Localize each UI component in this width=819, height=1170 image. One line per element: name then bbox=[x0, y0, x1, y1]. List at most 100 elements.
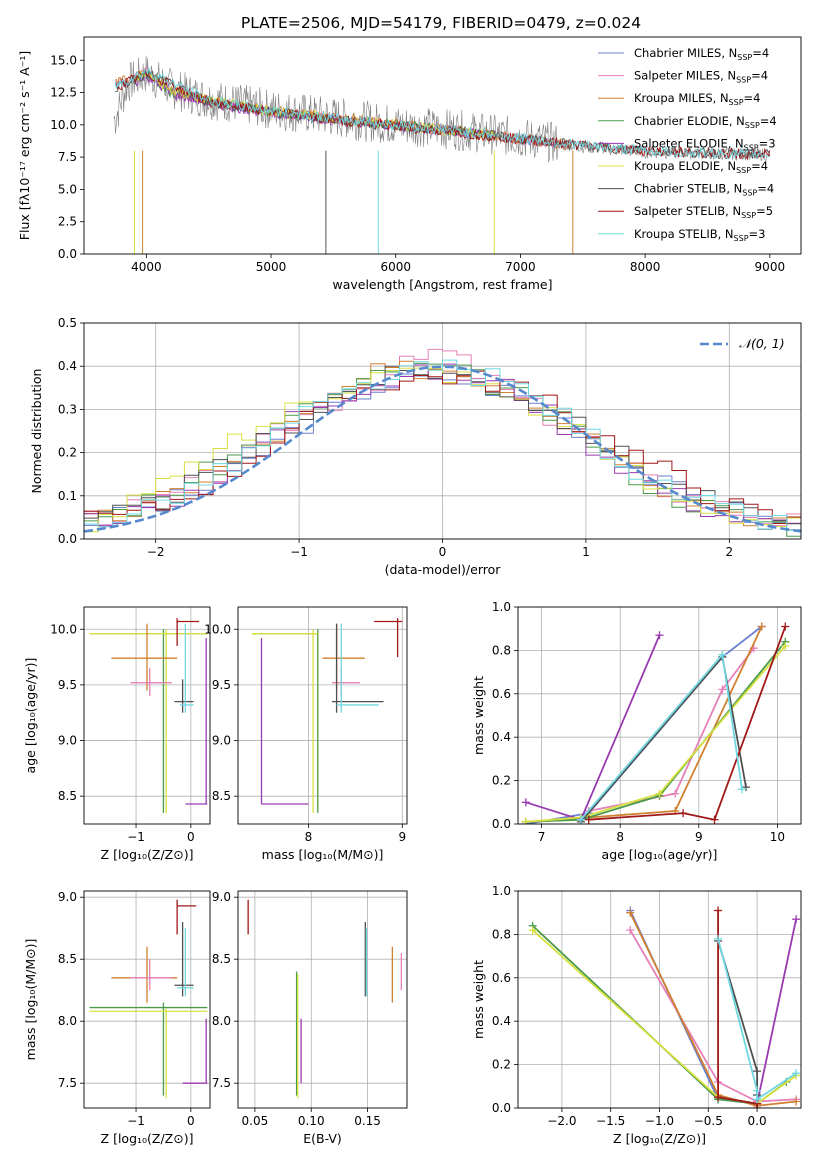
errorbar-point bbox=[111, 623, 178, 691]
x-axis-label: wavelength [Angstrom, rest frame] bbox=[332, 277, 552, 292]
y-tick-label: 10.0 bbox=[50, 118, 77, 132]
x-tick-label: −1 bbox=[127, 1114, 145, 1128]
errorbar-point bbox=[182, 1018, 208, 1084]
weight-marker bbox=[753, 1104, 762, 1108]
y-axis-label: mass weight bbox=[471, 676, 486, 755]
weight-line bbox=[525, 645, 786, 823]
x-tick-label: 5000 bbox=[256, 260, 287, 274]
y-tick-label: 0.0 bbox=[58, 532, 77, 546]
legend-label: Chabrier ELODIE, NSSP=4 bbox=[634, 114, 777, 130]
errorbar-point bbox=[176, 899, 197, 935]
y-tick-label: 7.5 bbox=[58, 150, 77, 164]
plot-area bbox=[528, 906, 801, 1108]
plot-area bbox=[89, 899, 208, 1099]
weight-line bbox=[629, 912, 797, 1107]
legend-label: 𝒩(0, 1) bbox=[739, 336, 785, 351]
axes-frame bbox=[237, 890, 408, 1109]
plot-area bbox=[89, 618, 208, 813]
x-tick-label: 10 bbox=[770, 830, 785, 844]
y-tick-label: 7.5 bbox=[58, 1076, 77, 1090]
x-tick-label: 0 bbox=[187, 1114, 195, 1128]
errorbar-point bbox=[89, 1002, 208, 1096]
y-tick-label: 0.2 bbox=[492, 1058, 511, 1072]
x-tick-label: −2.0 bbox=[547, 1114, 576, 1128]
weight-marker bbox=[521, 817, 530, 824]
weight-marker bbox=[584, 815, 593, 824]
x-tick-label: 6000 bbox=[380, 260, 411, 274]
weight-line bbox=[525, 625, 763, 824]
weight-marker bbox=[528, 926, 537, 935]
x-tick-label: 8 bbox=[305, 830, 313, 844]
grid-lines bbox=[518, 890, 801, 1109]
legend-label: Salpeter ELODIE, NSSP=3 bbox=[634, 136, 776, 152]
y-tick-label: 8.0 bbox=[58, 1014, 77, 1028]
axes-frame bbox=[83, 890, 211, 1109]
y-tick-label: 0.0 bbox=[492, 1101, 511, 1115]
errorbar-point bbox=[322, 623, 365, 691]
model-spectrum-line bbox=[114, 67, 771, 160]
weight-marker bbox=[576, 815, 585, 824]
errorbar-point bbox=[374, 618, 403, 658]
y-tick-label: 10.0 bbox=[204, 622, 231, 636]
panel-age-vs-mass: 8 9 8.5 9.0 9.5 10.0 mass [log₁₀(M/M⊙)] bbox=[204, 606, 408, 862]
legend: Chabrier MILES, NSSP=4 Salpeter MILES, NS… bbox=[598, 46, 777, 243]
weight-marker bbox=[718, 685, 727, 694]
y-tick-label: 8.0 bbox=[212, 1014, 231, 1028]
errorbar-point bbox=[252, 629, 318, 813]
y-tick-label: 0.6 bbox=[492, 971, 511, 985]
weight-marker bbox=[521, 798, 530, 807]
weight-line bbox=[588, 626, 787, 821]
histogram-series bbox=[84, 370, 801, 524]
weight-marker bbox=[753, 1067, 762, 1076]
weight-marker bbox=[757, 622, 766, 631]
errorbar-point bbox=[89, 1008, 208, 1099]
y-tick-label: 0.2 bbox=[58, 446, 77, 460]
x-axis-label: Z [log₁₀(Z/Z⊙)] bbox=[101, 847, 194, 862]
panel-age-vs-Z: −1 0 8.5 9.0 9.5 10.0 Z [log₁₀(Z/Z⊙)] age [log₁… bbox=[23, 606, 211, 862]
errorbar-point bbox=[174, 922, 194, 997]
y-tick-label: 0.4 bbox=[492, 1014, 511, 1028]
x-tick-label: 0 bbox=[187, 830, 195, 844]
model-spectrum-line bbox=[114, 67, 770, 160]
weight-marker bbox=[655, 789, 664, 798]
legend-label: Kroupa MILES, NSSP=4 bbox=[634, 91, 760, 107]
weight-marker bbox=[718, 650, 727, 659]
weight-marker bbox=[781, 642, 790, 651]
histogram-series bbox=[84, 348, 801, 527]
x-axis-label: E(B-V) bbox=[303, 1131, 342, 1146]
y-tick-label: 8.5 bbox=[212, 789, 231, 803]
y-tick-label: 10.0 bbox=[50, 622, 77, 636]
weight-marker bbox=[710, 815, 719, 824]
errorbar-point bbox=[177, 928, 194, 997]
y-tick-label: 0.4 bbox=[58, 359, 77, 373]
axes-frame bbox=[517, 606, 802, 825]
y-tick-label: 0.0 bbox=[492, 817, 511, 831]
weight-marker bbox=[626, 908, 635, 917]
plot-area bbox=[521, 622, 790, 824]
errorbar-point bbox=[260, 638, 309, 805]
y-tick-label: 8.5 bbox=[58, 952, 77, 966]
y-tick-label: 2.5 bbox=[58, 215, 77, 229]
y-tick-label: 9.0 bbox=[58, 734, 77, 748]
axes-frame bbox=[517, 890, 802, 1109]
y-tick-label: 5.0 bbox=[58, 182, 77, 196]
x-tick-label: −1.5 bbox=[596, 1114, 625, 1128]
x-axis-label: age [log₁₀(age/yr)] bbox=[602, 847, 718, 862]
weight-line bbox=[525, 626, 763, 823]
panel-spectrum: 4000 5000 6000 7000 8000 9000 0.0 2.5 5.0 7.5 10.0… bbox=[17, 36, 802, 292]
y-tick-label: 0.8 bbox=[492, 643, 511, 657]
y-tick-label: 9.5 bbox=[58, 678, 77, 692]
errorbar-point bbox=[176, 618, 200, 646]
y-tick-label: 1.0 bbox=[492, 884, 511, 898]
y-axis-label: Flux [fλ10⁻¹⁷ erg cm⁻² s⁻¹ A⁻¹] bbox=[17, 51, 32, 240]
errorbar-point bbox=[174, 679, 194, 713]
weight-marker bbox=[655, 631, 664, 640]
plot-area bbox=[113, 55, 771, 254]
legend-label: Salpeter STELIB, NSSP=5 bbox=[634, 204, 773, 220]
legend-label: Chabrier STELIB, NSSP=4 bbox=[634, 182, 774, 198]
x-tick-label: 0 bbox=[439, 545, 447, 559]
x-tick-label: 4000 bbox=[131, 260, 162, 274]
x-tick-label: −1 bbox=[290, 545, 308, 559]
weight-line bbox=[525, 634, 661, 821]
